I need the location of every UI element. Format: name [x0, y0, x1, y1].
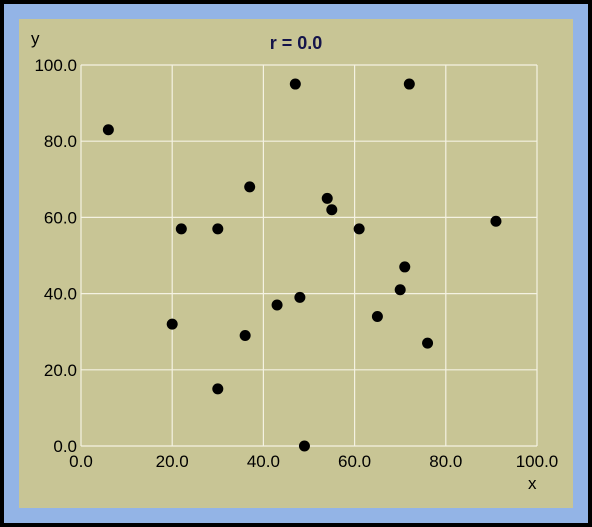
x-tick-label: 40.0: [247, 452, 280, 471]
data-point[interactable]: [271, 299, 283, 311]
grid: [80, 64, 538, 447]
x-tick-label: 0.0: [69, 452, 93, 471]
y-tick-label: 0.0: [53, 437, 77, 456]
data-point[interactable]: [326, 204, 338, 216]
x-tick-labels: 0.0 20.0 40.0 60.0 80.0 100.0: [69, 452, 558, 471]
x-axis-label: x: [528, 474, 537, 493]
data-point[interactable]: [394, 284, 406, 296]
data-point[interactable]: [294, 291, 306, 303]
x-tick-label: 100.0: [516, 452, 559, 471]
data-point[interactable]: [399, 261, 411, 273]
data-point[interactable]: [212, 223, 224, 235]
data-point[interactable]: [212, 383, 224, 395]
data-point[interactable]: [371, 310, 383, 322]
data-point[interactable]: [102, 124, 114, 136]
data-point[interactable]: [353, 223, 365, 235]
y-tick-label: 80.0: [44, 132, 77, 151]
x-tick-label: 80.0: [429, 452, 462, 471]
x-tick-label: 60.0: [338, 452, 371, 471]
data-point[interactable]: [321, 192, 333, 204]
scatter-plot: 0.0 20.0 40.0 60.0 80.0 100.0 0.0 20.0 40.0 60.0…: [31, 29, 558, 493]
data-point[interactable]: [403, 78, 415, 90]
data-points: [102, 78, 502, 452]
y-tick-label: 40.0: [44, 285, 77, 304]
data-point[interactable]: [490, 215, 502, 227]
data-point[interactable]: [244, 181, 256, 193]
chart-title: r = 0.0: [270, 33, 323, 53]
data-point[interactable]: [422, 337, 434, 349]
data-point[interactable]: [175, 223, 187, 235]
data-point[interactable]: [239, 330, 251, 342]
data-point[interactable]: [289, 78, 301, 90]
applet-border: 0.0 20.0 40.0 60.0 80.0 100.0 0.0 20.0 40.0 60.0…: [4, 4, 588, 523]
y-tick-labels: 0.0 20.0 40.0 60.0 80.0 100.0: [34, 56, 77, 456]
y-tick-label: 60.0: [44, 208, 77, 227]
x-tick-label: 20.0: [156, 452, 189, 471]
y-axis-label: y: [31, 29, 40, 48]
y-tick-label: 100.0: [34, 56, 77, 75]
data-point[interactable]: [298, 440, 310, 452]
data-point[interactable]: [166, 318, 178, 330]
scatter-plot-panel: 0.0 20.0 40.0 60.0 80.0 100.0 0.0 20.0 40.0 60.0…: [19, 19, 573, 508]
y-tick-label: 20.0: [44, 361, 77, 380]
